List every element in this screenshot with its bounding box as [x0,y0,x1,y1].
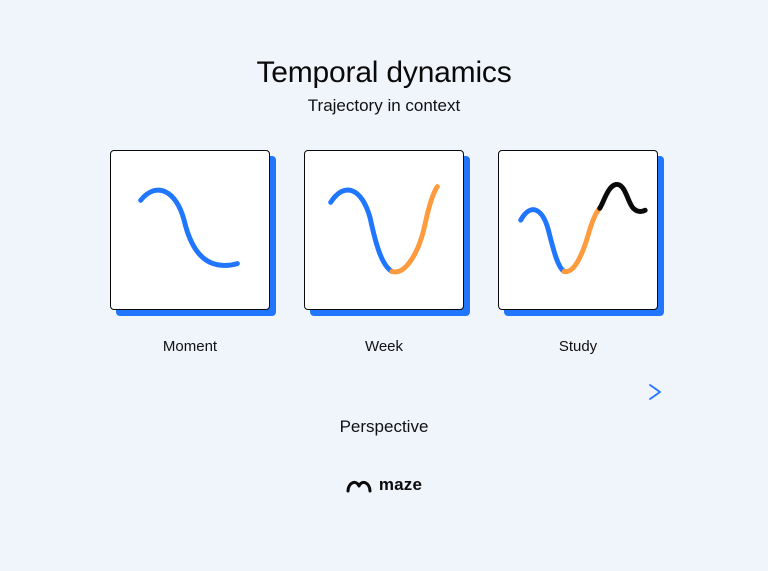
perspective-label: Perspective [340,417,429,437]
arrow-icon [104,381,664,403]
perspective-axis: Perspective [104,381,664,437]
brand: maze [346,475,422,495]
panel-week: Week [304,150,464,355]
trajectory-chart [305,151,463,309]
page-title: Temporal dynamics [256,56,511,90]
panel-moment: Moment [110,150,270,355]
panel-label: Moment [163,338,217,355]
panel-card [498,150,658,310]
panels-row: Moment Week Study [110,150,658,355]
panel-card [110,150,270,310]
page-subtitle: Trajectory in context [308,96,460,116]
maze-logo-icon [346,476,372,494]
trajectory-chart [111,151,269,309]
panel-label: Study [559,338,597,355]
brand-name: maze [379,475,422,495]
trajectory-chart [499,151,657,309]
panel-study: Study [498,150,658,355]
panel-label: Week [365,338,403,355]
panel-card [304,150,464,310]
